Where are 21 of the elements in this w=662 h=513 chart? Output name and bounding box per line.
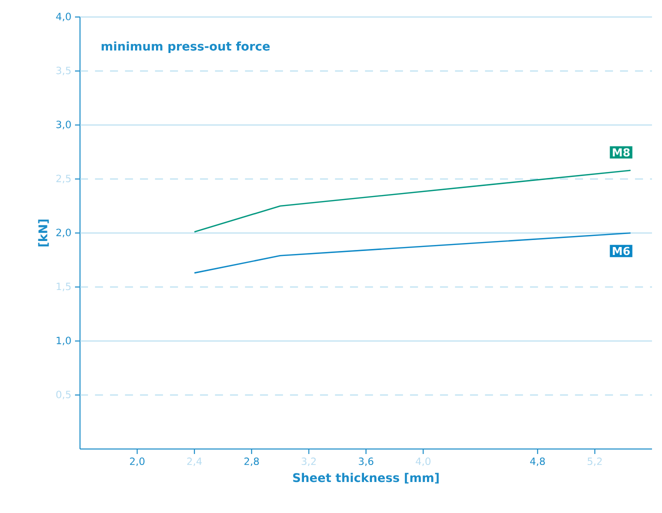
x-tick-label: 3,2 — [302, 457, 316, 466]
y-tick-label: 1,5 — [56, 282, 71, 292]
y-tick-label: 3,0 — [56, 120, 71, 130]
x-tick-label: 4,0 — [416, 457, 430, 466]
y-axis-title: [kN] — [38, 220, 49, 246]
x-tick-label: 2,4 — [187, 457, 202, 466]
series-label: M6 — [612, 246, 630, 256]
x-tick-label: 5,2 — [588, 457, 602, 466]
x-tick-label: 4,8 — [530, 457, 545, 466]
y-tick-label: 0,5 — [56, 390, 71, 400]
series-label: M8 — [612, 148, 630, 156]
text: minimum press-out force — [102, 41, 270, 54]
y-tick-label: 4,0 — [56, 12, 71, 22]
y-tick-label: 2,5 — [56, 174, 71, 184]
x-tick-label: 3,6 — [358, 457, 374, 466]
y-tick-label: 2,0 — [56, 228, 71, 238]
x-axis-title: Sheet thickness [mm] — [293, 472, 439, 484]
x-tick-label: 2,0 — [130, 457, 144, 466]
y-tick-label: 1,0 — [56, 336, 71, 346]
x-tick-label: 2,8 — [244, 457, 259, 466]
y-tick-label: 3,5 — [56, 66, 71, 76]
